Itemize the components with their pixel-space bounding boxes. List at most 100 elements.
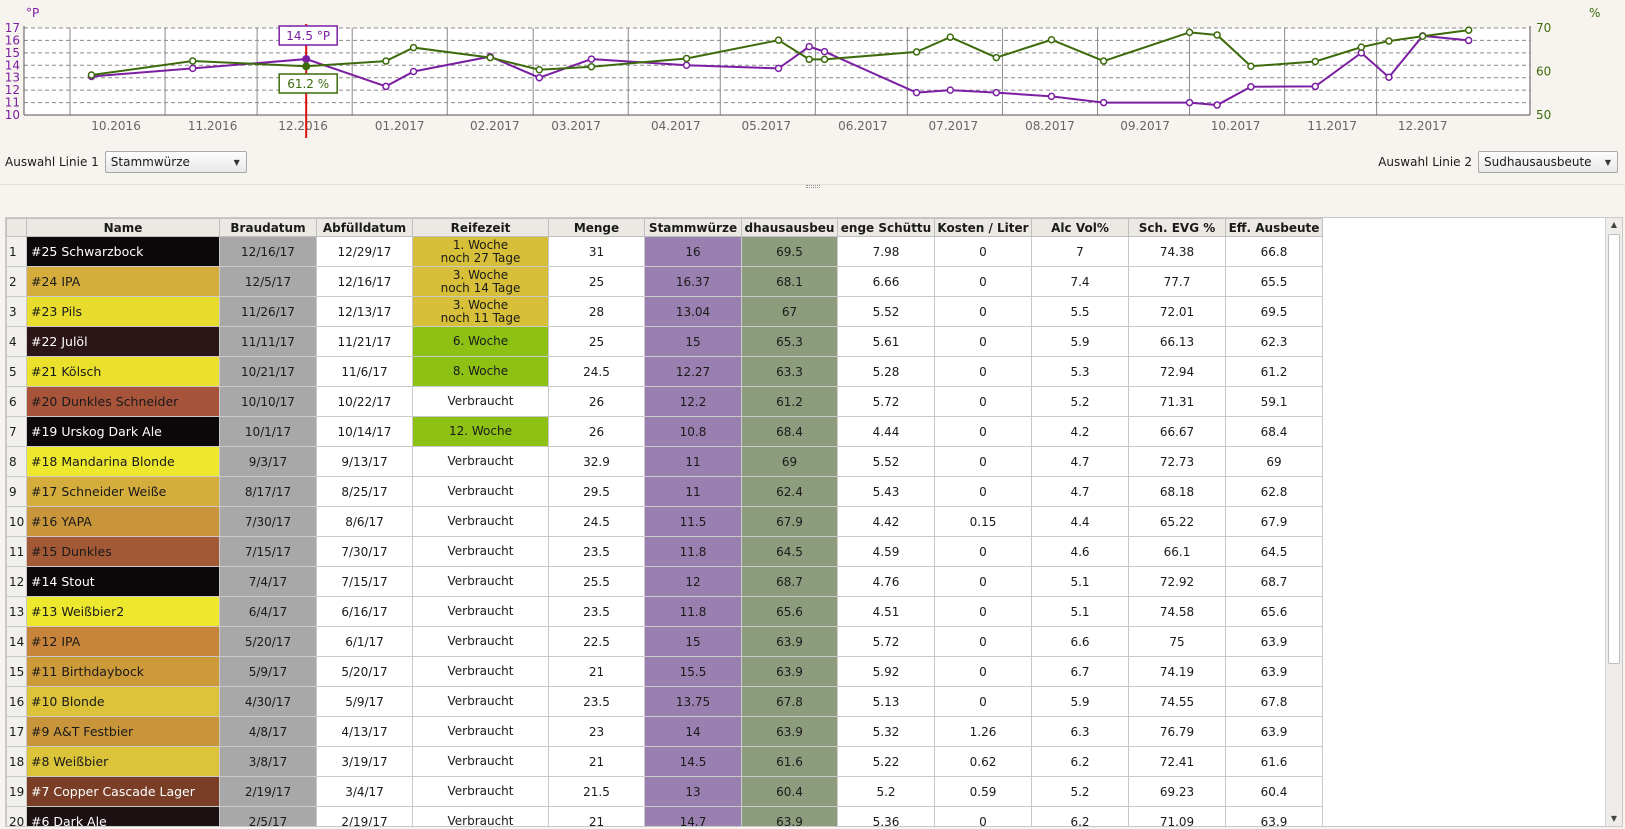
quantity-cell[interactable]: 31 [548, 236, 645, 267]
row-number[interactable]: 11 [6, 536, 27, 567]
brew-date-cell[interactable]: 7/30/17 [219, 506, 317, 537]
line2-select[interactable]: Sudhausausbeute ▼ [1478, 151, 1618, 173]
schuettung-cell[interactable]: 5.52 [837, 446, 935, 477]
alcohol-cell[interactable]: 6.3 [1031, 716, 1129, 747]
sudhaus-cell[interactable]: 64.5 [741, 536, 838, 567]
sudhaus-cell[interactable]: 65.3 [741, 326, 838, 357]
quantity-cell[interactable]: 23.5 [548, 686, 645, 717]
sudhaus-cell[interactable]: 63.9 [741, 656, 838, 687]
alcohol-cell[interactable]: 5.5 [1031, 296, 1129, 327]
data-point[interactable] [820, 47, 829, 56]
data-point[interactable] [1185, 28, 1194, 37]
efficiency-cell[interactable]: 65.6 [1225, 596, 1323, 627]
sudhaus-cell[interactable]: 67.8 [741, 686, 838, 717]
column-header[interactable]: Eff. Ausbeute [1225, 218, 1323, 237]
stammwuerze-cell[interactable]: 15.5 [644, 656, 742, 687]
evg-cell[interactable]: 75 [1128, 626, 1226, 657]
efficiency-cell[interactable]: 61.2 [1225, 356, 1323, 387]
data-point[interactable] [912, 48, 921, 56]
alcohol-cell[interactable]: 7 [1031, 236, 1129, 267]
sudhaus-cell[interactable]: 65.6 [741, 596, 838, 627]
table-row[interactable]: 6 #20 Dunkles Schneider 10/10/17 10/22/17 Ve… [6, 386, 1323, 417]
cost-cell[interactable]: 0 [934, 446, 1032, 477]
evg-cell[interactable]: 72.94 [1128, 356, 1226, 387]
evg-cell[interactable]: 65.22 [1128, 506, 1226, 537]
efficiency-cell[interactable]: 61.6 [1225, 746, 1323, 777]
efficiency-cell[interactable]: 67.9 [1225, 506, 1323, 537]
evg-cell[interactable]: 72.92 [1128, 566, 1226, 597]
name-cell[interactable]: #9 A&T Festbier [26, 716, 220, 747]
brew-date-cell[interactable]: 9/3/17 [219, 446, 317, 477]
data-point[interactable] [992, 88, 1001, 97]
maturation-cell[interactable]: Verbraucht [412, 506, 549, 537]
data-point[interactable] [805, 55, 813, 64]
maturation-cell[interactable]: Verbraucht [412, 386, 549, 417]
cost-cell[interactable]: 0 [934, 686, 1032, 717]
bottling-date-cell[interactable]: 12/29/17 [316, 236, 413, 267]
bottling-date-cell[interactable]: 6/1/17 [316, 626, 413, 657]
data-point[interactable] [1099, 57, 1108, 65]
brew-date-cell[interactable]: 3/8/17 [219, 746, 317, 777]
quantity-cell[interactable]: 24.5 [548, 356, 645, 387]
maturation-cell[interactable]: Verbraucht [412, 476, 549, 507]
sudhaus-cell[interactable]: 69.5 [741, 236, 838, 267]
schuettung-cell[interactable]: 5.61 [837, 326, 935, 357]
alcohol-cell[interactable]: 6.2 [1031, 746, 1129, 777]
table-row[interactable]: 18 #8 Weißbier 3/8/17 3/19/17 Verbraucht 21 14… [6, 746, 1323, 777]
schuettung-cell[interactable]: 4.42 [837, 506, 935, 537]
stammwuerze-cell[interactable]: 12.2 [644, 386, 742, 417]
name-cell[interactable]: #17 Schneider Weiße [26, 476, 220, 507]
name-cell[interactable]: #12 IPA [26, 626, 220, 657]
cost-cell[interactable]: 0 [934, 626, 1032, 657]
stammwuerze-cell[interactable]: 11 [644, 476, 742, 507]
data-point[interactable] [1464, 36, 1473, 45]
data-point[interactable] [1213, 31, 1221, 39]
sudhaus-cell[interactable]: 61.2 [741, 386, 838, 417]
maturation-cell[interactable]: 3. Woche noch 14 Tage [412, 266, 549, 297]
cost-cell[interactable]: 0.15 [934, 506, 1032, 537]
efficiency-cell[interactable]: 63.9 [1225, 716, 1323, 747]
evg-cell[interactable]: 71.31 [1128, 386, 1226, 417]
stammwuerze-cell[interactable]: 16.37 [644, 266, 742, 297]
data-point[interactable] [535, 73, 544, 82]
alcohol-cell[interactable]: 5.9 [1031, 326, 1129, 357]
row-number[interactable]: 4 [6, 326, 27, 357]
brew-date-cell[interactable]: 5/20/17 [219, 626, 317, 657]
evg-cell[interactable]: 72.73 [1128, 446, 1226, 477]
alcohol-cell[interactable]: 5.2 [1031, 386, 1129, 417]
stammwuerze-cell[interactable]: 16 [644, 236, 742, 267]
table-row[interactable]: 13 #13 Weißbier2 6/4/17 6/16/17 Verbraucht 23… [6, 596, 1323, 627]
stammwuerze-cell[interactable]: 10.8 [644, 416, 742, 447]
bottling-date-cell[interactable]: 12/13/17 [316, 296, 413, 327]
name-cell[interactable]: #7 Copper Cascade Lager [26, 776, 220, 807]
sudhaus-cell[interactable]: 62.4 [741, 476, 838, 507]
efficiency-cell[interactable]: 64.5 [1225, 536, 1323, 567]
alcohol-cell[interactable]: 5.1 [1031, 596, 1129, 627]
stammwuerze-cell[interactable]: 14 [644, 716, 742, 747]
column-header[interactable]: Stammwürze [644, 218, 742, 237]
alcohol-cell[interactable]: 4.7 [1031, 446, 1129, 477]
splitter-handle[interactable] [0, 184, 1625, 188]
chart-area[interactable]: 10 11 12 13 14 15 16 17 10.2016 11.2016 12.2016 01.… [0, 0, 1625, 138]
alcohol-cell[interactable]: 4.2 [1031, 416, 1129, 447]
row-number[interactable]: 12 [6, 566, 27, 597]
quantity-cell[interactable]: 29.5 [548, 476, 645, 507]
data-point[interactable] [409, 67, 418, 76]
brew-date-cell[interactable]: 4/8/17 [219, 716, 317, 747]
schuettung-cell[interactable]: 5.36 [837, 806, 935, 826]
column-header[interactable]: dhausausbeu [741, 218, 838, 237]
schuettung-cell[interactable]: 5.22 [837, 746, 935, 777]
data-point[interactable] [1385, 73, 1393, 81]
quantity-cell[interactable]: 25 [548, 326, 645, 357]
row-number[interactable]: 10 [6, 506, 27, 537]
sudhaus-cell[interactable]: 67.9 [741, 506, 838, 537]
name-cell[interactable]: #23 Pils [26, 296, 220, 327]
brew-date-cell[interactable]: 12/16/17 [219, 236, 317, 267]
data-point[interactable] [535, 66, 544, 74]
table-row[interactable]: 20 #6 Dark Ale 2/5/17 2/19/17 Verbraucht 21 14… [6, 806, 1323, 826]
bottling-date-cell[interactable]: 6/16/17 [316, 596, 413, 627]
efficiency-cell[interactable]: 62.3 [1225, 326, 1323, 357]
evg-cell[interactable]: 74.55 [1128, 686, 1226, 717]
name-cell[interactable]: #18 Mandarina Blonde [26, 446, 220, 477]
bottling-date-cell[interactable]: 5/9/17 [316, 686, 413, 717]
